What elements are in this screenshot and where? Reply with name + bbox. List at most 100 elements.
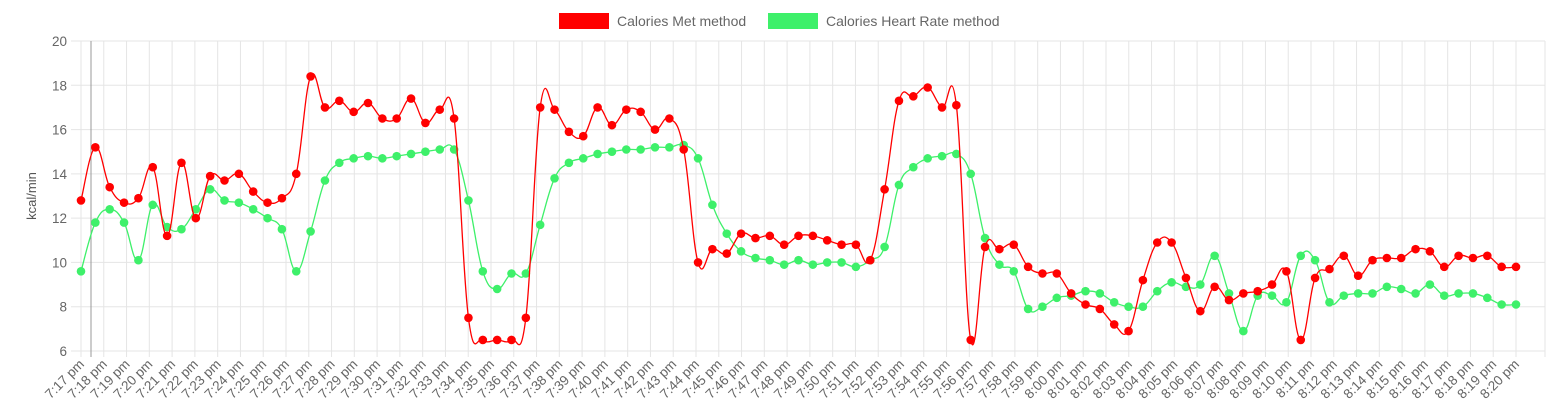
data-point-met[interactable] xyxy=(1425,247,1435,256)
data-point-met[interactable] xyxy=(335,96,344,106)
data-point-met[interactable] xyxy=(521,313,531,323)
data-point-met[interactable] xyxy=(1411,244,1420,254)
data-point-heart-rate[interactable] xyxy=(980,233,990,243)
data-point-met[interactable] xyxy=(263,198,272,207)
data-point-met[interactable] xyxy=(478,335,488,345)
data-point-met[interactable] xyxy=(535,103,545,112)
data-point-met[interactable] xyxy=(205,171,215,181)
data-point-heart-rate[interactable] xyxy=(177,224,186,234)
data-point-heart-rate[interactable] xyxy=(1009,266,1019,276)
data-point-heart-rate[interactable] xyxy=(1425,280,1435,289)
data-point-met[interactable] xyxy=(148,162,158,172)
data-point-met[interactable] xyxy=(1339,251,1349,261)
data-point-met[interactable] xyxy=(349,107,358,117)
data-point-met[interactable] xyxy=(134,193,143,203)
data-point-met[interactable] xyxy=(76,196,86,205)
data-point-heart-rate[interactable] xyxy=(1396,284,1406,294)
data-point-heart-rate[interactable] xyxy=(378,154,387,163)
data-point-met[interactable] xyxy=(1109,320,1119,329)
data-point-heart-rate[interactable] xyxy=(220,196,229,205)
data-point-heart-rate[interactable] xyxy=(91,218,100,227)
data-point-met[interactable] xyxy=(865,255,875,265)
data-point-heart-rate[interactable] xyxy=(335,158,344,168)
data-point-heart-rate[interactable] xyxy=(521,269,531,278)
data-point-heart-rate[interactable] xyxy=(1325,297,1334,307)
data-point-heart-rate[interactable] xyxy=(248,204,258,214)
data-point-met[interactable] xyxy=(1253,286,1262,296)
data-point-met[interactable] xyxy=(550,105,559,114)
data-point-met[interactable] xyxy=(966,335,975,345)
data-point-met[interactable] xyxy=(937,103,947,112)
data-point-heart-rate[interactable] xyxy=(105,204,114,214)
data-point-heart-rate[interactable] xyxy=(1167,278,1176,287)
data-point-heart-rate[interactable] xyxy=(1296,251,1306,261)
data-point-met[interactable] xyxy=(1095,304,1105,314)
data-point-heart-rate[interactable] xyxy=(593,149,602,159)
data-point-met[interactable] xyxy=(909,92,918,101)
data-point-heart-rate[interactable] xyxy=(822,258,832,267)
data-point-met[interactable] xyxy=(320,103,330,112)
data-point-met[interactable] xyxy=(564,127,574,137)
data-point-met[interactable] xyxy=(1382,253,1392,263)
data-point-met[interactable] xyxy=(1210,282,1219,292)
data-point-met[interactable] xyxy=(894,96,904,106)
data-point-met[interactable] xyxy=(363,98,373,108)
data-point-met[interactable] xyxy=(91,142,100,152)
data-point-met[interactable] xyxy=(421,118,430,128)
data-point-met[interactable] xyxy=(1511,262,1521,272)
data-point-heart-rate[interactable] xyxy=(837,258,846,267)
data-point-met[interactable] xyxy=(1454,251,1463,261)
data-point-heart-rate[interactable] xyxy=(306,227,315,236)
data-point-heart-rate[interactable] xyxy=(349,154,358,163)
data-point-met[interactable] xyxy=(449,114,459,123)
data-point-heart-rate[interactable] xyxy=(1454,289,1463,298)
data-point-heart-rate[interactable] xyxy=(320,176,330,185)
data-point-met[interactable] xyxy=(1224,295,1234,305)
data-point-met[interactable] xyxy=(708,244,717,254)
data-point-heart-rate[interactable] xyxy=(966,169,975,179)
data-point-heart-rate[interactable] xyxy=(765,255,775,265)
data-point-heart-rate[interactable] xyxy=(665,142,674,152)
data-point-met[interactable] xyxy=(1152,238,1162,247)
data-point-heart-rate[interactable] xyxy=(191,204,201,214)
legend-item-met[interactable]: Calories Met method xyxy=(559,13,746,29)
data-point-heart-rate[interactable] xyxy=(1267,291,1277,300)
data-point-heart-rate[interactable] xyxy=(119,218,129,227)
data-point-heart-rate[interactable] xyxy=(578,154,588,163)
data-point-heart-rate[interactable] xyxy=(1210,251,1219,261)
data-point-met[interactable] xyxy=(492,335,502,345)
data-point-met[interactable] xyxy=(636,107,645,117)
data-point-heart-rate[interactable] xyxy=(291,266,301,276)
data-point-heart-rate[interactable] xyxy=(1282,297,1291,307)
data-point-heart-rate[interactable] xyxy=(1411,289,1420,298)
data-point-heart-rate[interactable] xyxy=(1310,255,1320,265)
data-point-met[interactable] xyxy=(1282,266,1291,276)
data-point-met[interactable] xyxy=(622,105,631,114)
data-point-heart-rate[interactable] xyxy=(1382,282,1392,292)
data-point-met[interactable] xyxy=(1239,289,1248,298)
data-point-met[interactable] xyxy=(1181,273,1191,283)
data-point-heart-rate[interactable] xyxy=(1483,293,1492,303)
data-point-met[interactable] xyxy=(1138,275,1148,285)
data-point-met[interactable] xyxy=(1124,326,1133,336)
data-point-heart-rate[interactable] xyxy=(995,260,1004,269)
data-point-heart-rate[interactable] xyxy=(1138,302,1148,312)
data-point-heart-rate[interactable] xyxy=(851,262,861,272)
data-point-met[interactable] xyxy=(693,258,703,267)
data-point-heart-rate[interactable] xyxy=(564,158,574,168)
data-point-met[interactable] xyxy=(291,169,301,179)
data-point-heart-rate[interactable] xyxy=(794,255,803,265)
data-point-heart-rate[interactable] xyxy=(1109,297,1119,307)
data-point-met[interactable] xyxy=(464,313,473,323)
data-point-met[interactable] xyxy=(1296,335,1306,345)
data-point-heart-rate[interactable] xyxy=(937,151,947,161)
data-point-heart-rate[interactable] xyxy=(435,145,445,154)
data-point-heart-rate[interactable] xyxy=(421,147,430,157)
data-point-met[interactable] xyxy=(1325,264,1334,274)
data-point-met[interactable] xyxy=(507,335,516,345)
data-point-met[interactable] xyxy=(234,169,244,179)
data-point-met[interactable] xyxy=(435,105,445,114)
data-point-met[interactable] xyxy=(191,213,201,223)
data-point-heart-rate[interactable] xyxy=(1095,289,1105,298)
data-point-met[interactable] xyxy=(1066,289,1076,298)
